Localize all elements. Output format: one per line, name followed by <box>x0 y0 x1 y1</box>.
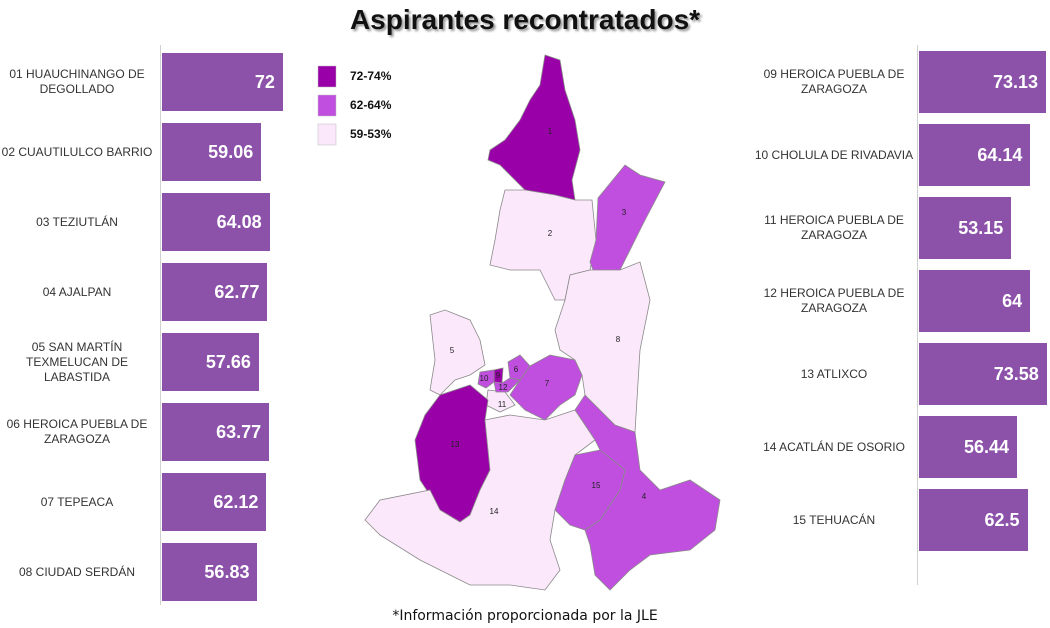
category-label: 02 CUAUTILULCO BARRIO <box>1 144 153 159</box>
district <box>509 354 583 421</box>
bar <box>162 263 268 321</box>
category-label: 12 HEROICA PUEBLA DE ZARAGOZA <box>763 286 905 315</box>
value-label: 62.12 <box>213 491 259 512</box>
value-label: 59.06 <box>208 141 254 162</box>
category-label: 08 CIUDAD SERDÁN <box>18 564 136 579</box>
bar <box>919 51 1046 113</box>
value-label: 57.66 <box>205 351 251 372</box>
district <box>477 369 495 389</box>
category-label: 09 HEROICA PUEBLA DE ZARAGOZA <box>763 67 905 96</box>
legend-swatch <box>317 123 337 146</box>
value-label: 56.44 <box>963 436 1010 457</box>
category-label: 15 TEHUACÁN <box>792 512 876 527</box>
category-label: 06 HEROICA PUEBLA DE ZARAGOZA <box>6 417 148 446</box>
axis-line <box>917 45 918 585</box>
value-label: 72 <box>254 71 275 92</box>
title: Aspirantes recontratados* <box>349 4 701 35</box>
footnote: *Información proporcionada por la JLE <box>392 608 658 624</box>
district-label: 10 <box>480 374 489 383</box>
bar <box>162 333 259 391</box>
category-label: 03 TEZIUTLÁN <box>36 214 118 229</box>
district <box>554 261 651 433</box>
value-label: 63.77 <box>216 421 262 442</box>
district <box>364 409 596 591</box>
bar <box>162 53 283 111</box>
district-label: 12 <box>499 383 508 392</box>
district-label: 13 <box>451 440 460 449</box>
district-label: 1 <box>548 127 553 136</box>
legend-label: 72-74% <box>350 69 392 83</box>
bar <box>162 473 267 531</box>
district-label: 3 <box>622 208 627 217</box>
category-label: 04 AJALPAN <box>42 284 112 299</box>
legend-label: 59-53% <box>350 127 392 141</box>
category-label: 07 TEPEACA <box>40 494 114 509</box>
district <box>487 54 581 201</box>
bar <box>162 403 270 461</box>
district <box>554 449 626 531</box>
bar <box>162 123 262 181</box>
bar <box>919 416 1018 478</box>
value-label: 62.77 <box>214 281 260 302</box>
category-label: 14 ACATLÁN DE OSORIO <box>763 439 905 454</box>
bar <box>919 343 1047 405</box>
bar <box>162 193 270 251</box>
value-label: 73.13 <box>992 71 1038 92</box>
bar <box>919 270 1031 332</box>
value-label: 62.5 <box>984 509 1020 530</box>
bar <box>919 124 1031 186</box>
category-label: 01 HUAUCHINANGO DE DEGOLLADO <box>9 67 145 96</box>
district <box>589 164 666 276</box>
value-label: 53.15 <box>958 217 1004 238</box>
legend-swatch <box>317 94 337 117</box>
district-label: 4 <box>642 492 647 501</box>
value-label: 64 <box>1002 290 1023 311</box>
category-label: 10 CHOLULA DE RIVADAVIA <box>754 147 914 162</box>
legend-swatch <box>317 65 337 88</box>
district-label: 9 <box>496 371 501 380</box>
district-label: 7 <box>545 379 550 388</box>
category-label: 11 HEROICA PUEBLA DE ZARAGOZA <box>764 213 904 242</box>
value-label: 56.83 <box>204 561 250 582</box>
district-label: 11 <box>498 400 507 409</box>
district-label: 5 <box>450 346 455 355</box>
category-label: 13 ATLIXCO <box>800 366 868 381</box>
value-label: 64.08 <box>216 211 262 232</box>
district-label: 15 <box>592 481 601 490</box>
axis-line <box>160 45 161 605</box>
district-label: 6 <box>514 365 519 374</box>
category-label: 05 SAN MARTÍN TEXMELUCAN DE LABASTIDA <box>25 339 129 384</box>
value-label: 64.14 <box>977 144 1023 165</box>
district <box>493 377 521 393</box>
bar <box>162 543 258 601</box>
legend-label: 62-64% <box>350 98 392 112</box>
district-label: 14 <box>490 507 499 516</box>
district-label: 8 <box>616 335 621 344</box>
bar <box>919 489 1028 551</box>
district-label: 2 <box>548 229 553 238</box>
value-label: 73.58 <box>993 363 1039 384</box>
district <box>429 309 486 396</box>
bar <box>919 197 1012 259</box>
